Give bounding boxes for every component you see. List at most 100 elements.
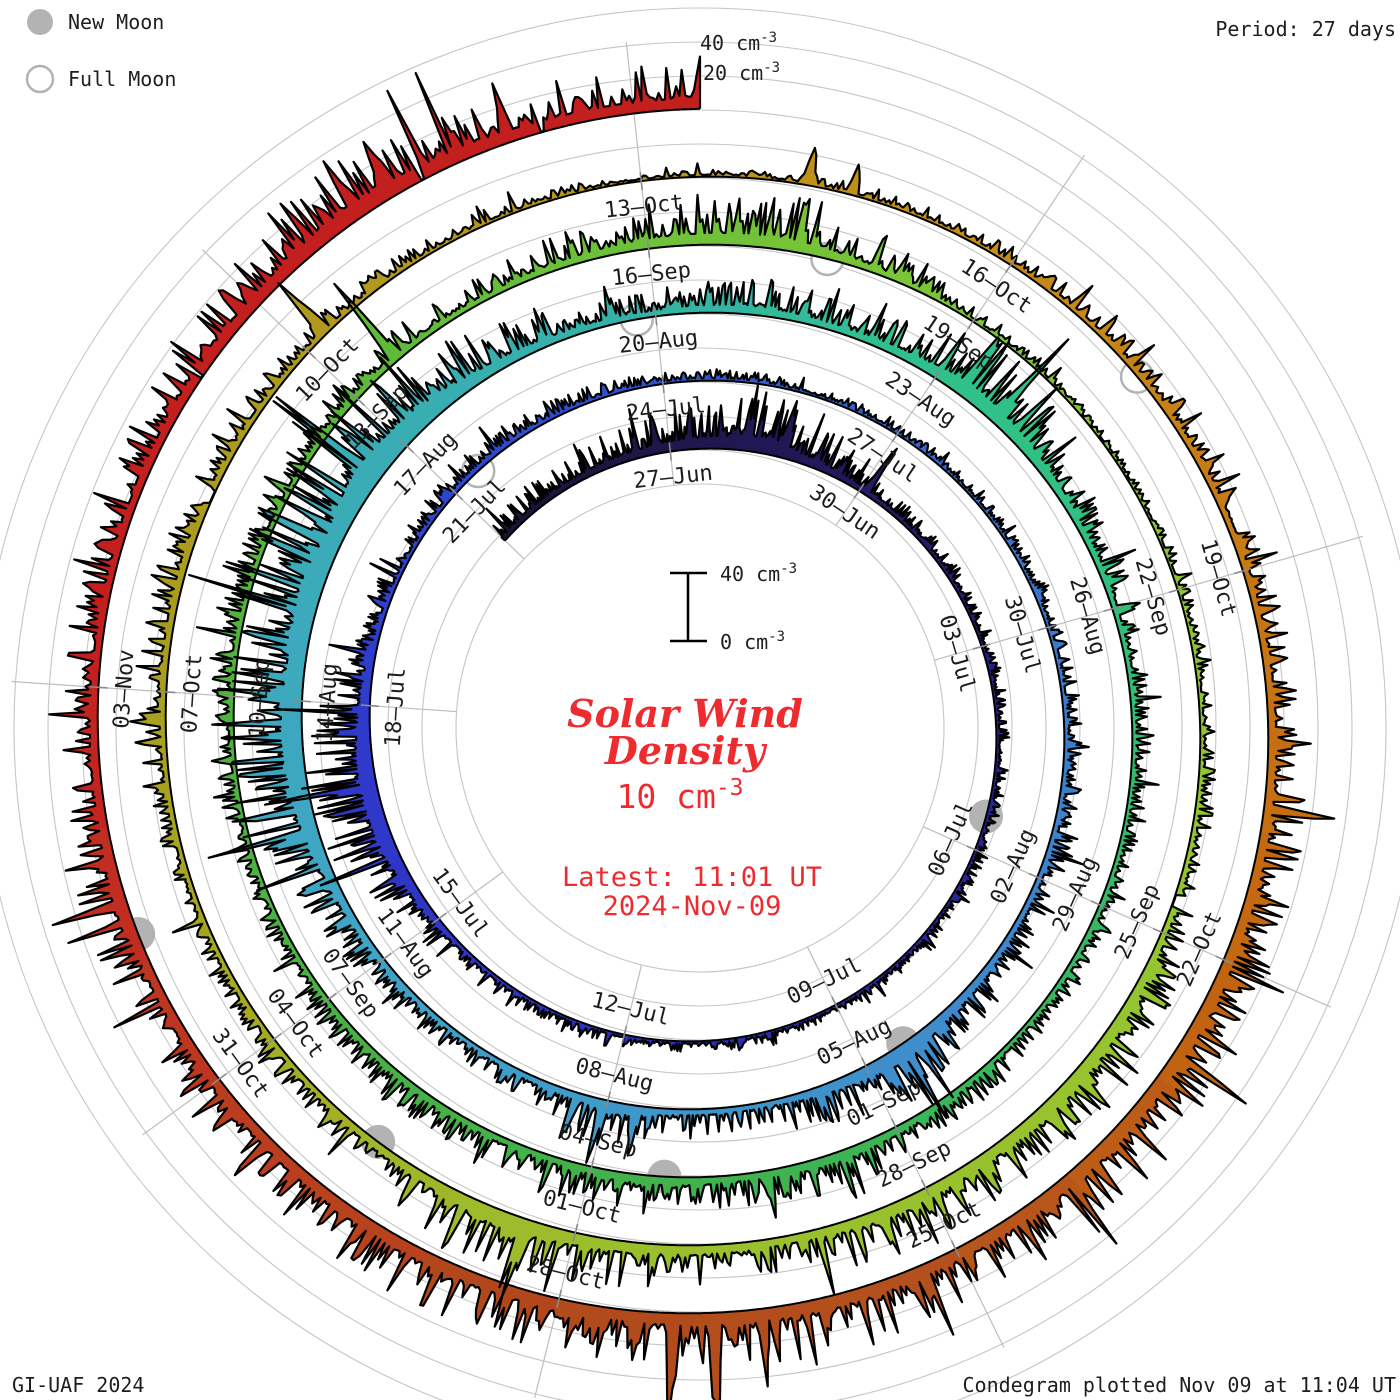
- date-tick: [431, 912, 447, 925]
- density-segment: [1098, 807, 1146, 911]
- new-moon-legend-label: New Moon: [68, 10, 164, 34]
- date-tick: [350, 392, 365, 407]
- density-segment: [197, 584, 253, 697]
- density-segment: [535, 218, 651, 276]
- density-segment: [160, 813, 212, 938]
- density-segment: [934, 333, 1069, 442]
- date-tick: [1152, 927, 1171, 937]
- density-segment: [167, 446, 237, 570]
- date-tick: [157, 690, 176, 694]
- density-segment: [511, 1070, 608, 1163]
- date-tick: [621, 1025, 628, 1044]
- density-segment: [1112, 603, 1161, 709]
- date-tick: [1168, 586, 1187, 594]
- density-segment: [994, 877, 1054, 968]
- density-segment: [516, 175, 644, 212]
- date-tick: [605, 1091, 611, 1110]
- density-segment: [923, 1121, 1049, 1229]
- date-tick: [1103, 605, 1122, 613]
- date-tick: [891, 426, 903, 443]
- density-segment: [1160, 819, 1211, 942]
- date-tick: [1090, 900, 1108, 910]
- moon-legend: New Moon Full Moon: [25, 9, 176, 94]
- date-tick: [1005, 257, 1017, 273]
- date-tick: [266, 1032, 282, 1045]
- latest-time-label: Latest: 11:01 UT: [562, 862, 822, 893]
- grid-circle: [387, 415, 1013, 1041]
- density-segment: [1242, 568, 1296, 703]
- density-segment: [234, 161, 371, 305]
- grid-circle: [421, 449, 979, 1007]
- density-segment: [265, 780, 400, 886]
- center-scale-bar: [670, 571, 707, 643]
- density-segment: [1012, 548, 1056, 630]
- grid-spoke: [934, 535, 1363, 661]
- date-tick: [972, 643, 991, 650]
- density-segment: [223, 476, 295, 590]
- grid-circle: [251, 279, 1149, 1177]
- date-tick: [668, 442, 673, 461]
- grid-spoke: [625, 41, 675, 486]
- density-segment: [1189, 443, 1277, 574]
- date-tick: [399, 439, 415, 454]
- density-segment: [811, 1187, 938, 1295]
- date-tick: [225, 695, 244, 698]
- date-tick: [360, 704, 379, 708]
- density-segment: [1260, 698, 1335, 838]
- density-segment: [441, 1191, 576, 1297]
- density-segment: [404, 484, 458, 558]
- grid-circle: [455, 483, 945, 973]
- date-tick: [556, 1289, 563, 1308]
- density-segment: [981, 645, 1006, 715]
- density-segment: [654, 280, 756, 317]
- density-segment: [557, 286, 658, 340]
- date-tick: [321, 992, 337, 1005]
- date-tick: [661, 374, 665, 394]
- date-label: 14–Aug: [313, 662, 343, 743]
- density-segment: [782, 1065, 877, 1129]
- density-segment: [320, 852, 439, 928]
- density-segment: [1010, 256, 1126, 350]
- date-label: 07–Oct: [177, 653, 207, 734]
- density-segment: [94, 407, 178, 549]
- density-segment: [222, 802, 275, 909]
- date-label: 18–Jul: [381, 667, 411, 748]
- date-tick: [861, 1057, 871, 1075]
- full-moon-legend-label: Full Moon: [68, 67, 176, 91]
- date-label: 03–Nov: [109, 649, 139, 730]
- density-segment: [372, 957, 448, 1034]
- density-segment: [130, 688, 175, 817]
- date-tick: [853, 482, 865, 499]
- density-segment: [1065, 1075, 1182, 1210]
- grid-circle: [13, 41, 1387, 1400]
- density-segment: [489, 77, 637, 148]
- center-scale-top-label: 40 cm-3: [720, 561, 797, 586]
- density-segment: [1022, 1034, 1138, 1152]
- density-segment: [152, 283, 262, 420]
- density-segment: [974, 782, 1003, 853]
- plotted-time-label: Condegram plotted Nov 09 at 11:04 UT: [963, 1373, 1396, 1397]
- new-moon-legend-icon: [27, 9, 53, 35]
- density-segment: [735, 385, 809, 464]
- spiral-baseline: [96, 107, 1270, 1315]
- date-tick: [950, 1240, 961, 1258]
- date-tick: [301, 345, 316, 359]
- credit-label: GI-UAF 2024: [12, 1373, 144, 1397]
- date-tick: [920, 1179, 931, 1197]
- end-scale-40-label: 40 cm-3: [700, 30, 777, 55]
- date-tick: [646, 239, 651, 258]
- density-segment: [284, 1176, 431, 1291]
- date-tick: [376, 952, 392, 965]
- date-tick: [966, 845, 984, 855]
- density-segment: [338, 73, 498, 213]
- date-tick: [292, 699, 312, 703]
- density-segment: [1102, 932, 1183, 1057]
- density-segment: [645, 194, 767, 249]
- date-label: 13–Oct: [603, 190, 685, 223]
- date-tick: [1215, 955, 1233, 965]
- date-tick: [89, 685, 108, 689]
- end-radial-scale: 40 cm-3 20 cm-3: [700, 30, 780, 85]
- center-scale-bottom-label: 0 cm-3: [720, 629, 785, 654]
- grid-circle: [217, 245, 1183, 1211]
- density-outline: [48, 55, 1336, 1400]
